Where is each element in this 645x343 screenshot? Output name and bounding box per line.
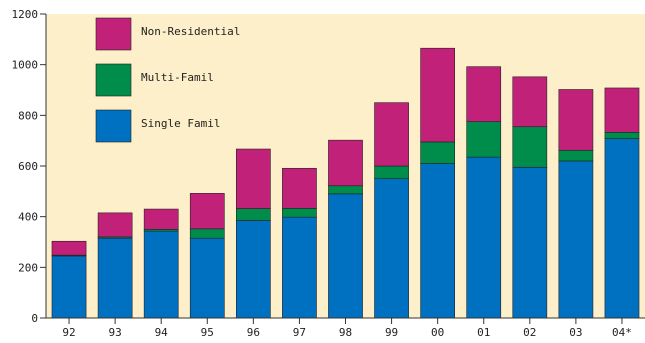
bar-segment-non-residential-04 bbox=[604, 87, 640, 133]
bar-segment-single-famil-97 bbox=[282, 216, 317, 319]
y-tick-label: 400 bbox=[18, 211, 38, 224]
y-axis: 0 200 400 600 800 1000 1200 bbox=[12, 8, 47, 325]
bar-segment-multi-famil-99 bbox=[374, 165, 409, 179]
bar-segment-non-residential-00 bbox=[420, 47, 456, 143]
bar-segment-single-famil-95 bbox=[189, 237, 225, 319]
x-tick-label: 97 bbox=[293, 326, 306, 339]
legend-label: Non-Residential bbox=[141, 25, 240, 38]
legend-swatch bbox=[95, 17, 132, 51]
x-tick-label: 98 bbox=[339, 326, 352, 339]
legend: Non-Residential Multi-Famil Single Famil bbox=[95, 17, 240, 143]
bar-segment-single-famil-00 bbox=[420, 163, 456, 319]
bar-segment-single-famil-94 bbox=[143, 230, 179, 319]
bar-segment-non-residential-03 bbox=[558, 89, 594, 151]
bar-segment-single-famil-02 bbox=[512, 166, 548, 319]
bar-segment-non-residential-97 bbox=[282, 167, 317, 209]
bar-segment-multi-famil-01 bbox=[466, 121, 502, 158]
bar-segment-multi-famil-02 bbox=[512, 126, 548, 168]
bar-segment-non-residential-93 bbox=[97, 212, 133, 238]
legend-swatch bbox=[95, 109, 132, 143]
bar-segment-single-famil-03 bbox=[558, 160, 594, 319]
bar-segment-non-residential-98 bbox=[328, 139, 363, 187]
legend-label: Single Famil bbox=[141, 117, 220, 130]
y-tick-label: 200 bbox=[18, 261, 38, 274]
bar-segment-non-residential-02 bbox=[512, 76, 548, 128]
bar-segment-multi-famil-03 bbox=[558, 149, 594, 162]
bar-segment-non-residential-96 bbox=[235, 148, 271, 209]
x-tick-label: 92 bbox=[62, 326, 75, 339]
bar-segment-non-residential-92 bbox=[51, 240, 87, 256]
x-tick-label: 95 bbox=[201, 326, 214, 339]
x-tick-label: 94 bbox=[155, 326, 169, 339]
y-tick-label: 1200 bbox=[12, 8, 39, 21]
x-axis: 92 93 94 95 96 97 98 99 00 01 02 03 04* bbox=[46, 317, 645, 339]
x-tick-label: 96 bbox=[247, 326, 260, 339]
bars bbox=[51, 47, 640, 319]
bar-segment-single-famil-93 bbox=[97, 237, 133, 319]
bar-segment-multi-famil-95 bbox=[189, 228, 225, 239]
y-tick-label: 600 bbox=[18, 160, 38, 173]
x-tick-label: 04* bbox=[612, 326, 632, 339]
x-tick-label: 02 bbox=[523, 326, 536, 339]
bar-segment-single-famil-04 bbox=[604, 138, 640, 319]
bar-segment-multi-famil-96 bbox=[235, 208, 271, 221]
bar-segment-single-famil-92 bbox=[51, 255, 87, 319]
bar-segment-single-famil-96 bbox=[235, 220, 271, 319]
y-tick-label: 800 bbox=[18, 109, 38, 122]
bar-segment-non-residential-95 bbox=[189, 193, 225, 230]
x-tick-label: 03 bbox=[569, 326, 582, 339]
legend-label: Multi-Famil bbox=[141, 71, 214, 84]
y-tick-label: 1000 bbox=[12, 59, 39, 72]
bar-segment-single-famil-98 bbox=[328, 193, 363, 319]
bar-segment-multi-famil-00 bbox=[420, 141, 456, 164]
bar-segment-non-residential-99 bbox=[374, 102, 409, 167]
y-tick-label: 0 bbox=[31, 312, 38, 325]
bar-segment-non-residential-94 bbox=[143, 208, 179, 230]
x-tick-label: 93 bbox=[108, 326, 121, 339]
bar-segment-single-famil-99 bbox=[374, 178, 409, 319]
bar-segment-non-residential-01 bbox=[466, 66, 502, 122]
bar-segment-multi-famil-97 bbox=[282, 208, 317, 218]
x-tick-label: 00 bbox=[431, 326, 444, 339]
bar-segment-multi-famil-98 bbox=[328, 185, 363, 195]
x-tick-label: 99 bbox=[385, 326, 398, 339]
x-tick-label: 01 bbox=[477, 326, 490, 339]
bar-segment-multi-famil-04 bbox=[604, 132, 640, 139]
legend-swatch bbox=[95, 63, 132, 97]
bar-segment-single-famil-01 bbox=[466, 156, 502, 319]
